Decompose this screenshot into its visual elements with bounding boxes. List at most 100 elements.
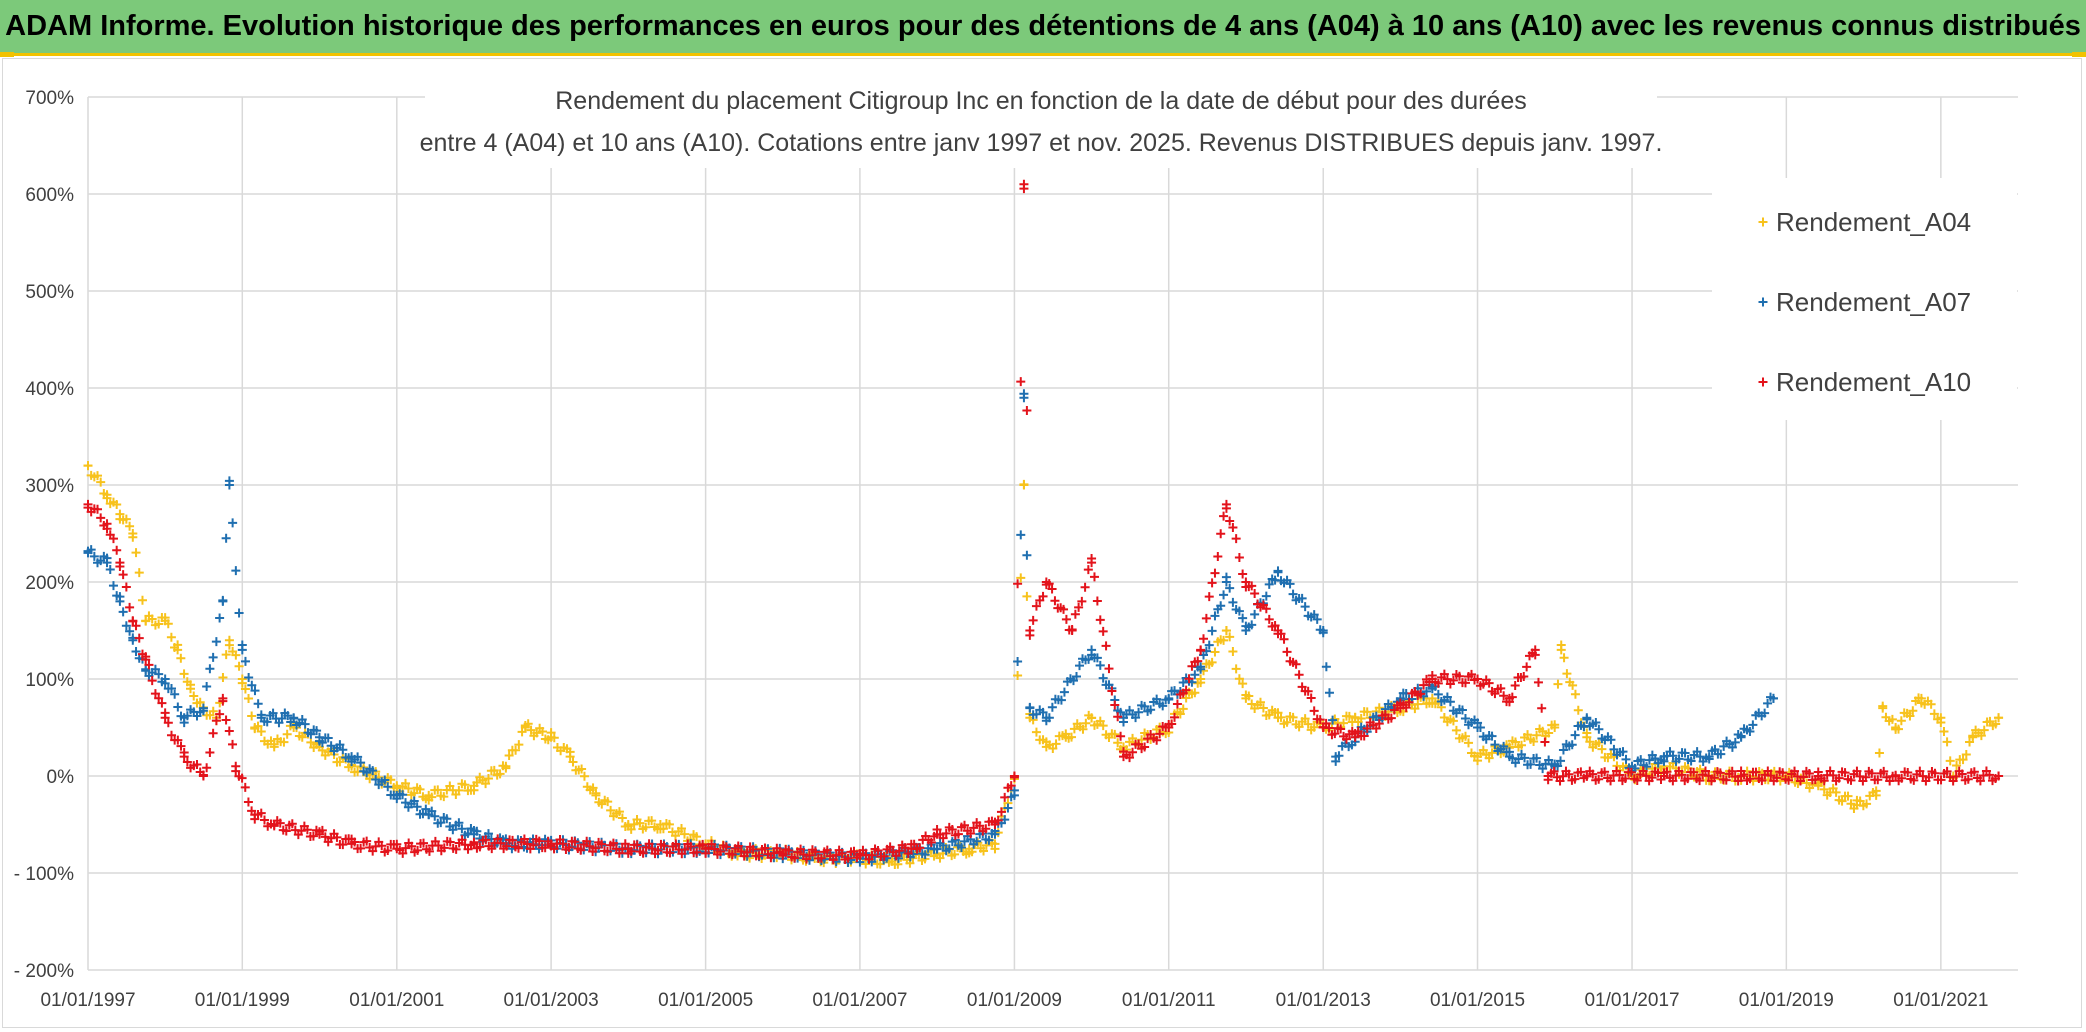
data-point	[1095, 615, 1105, 625]
data-point	[1979, 725, 1989, 735]
data-point	[1306, 693, 1316, 703]
x-tick-label: 01/01/2001	[349, 990, 444, 1011]
data-point-anchor	[1916, 693, 1926, 703]
chart-title: Rendement du placement Citigroup Inc en …	[420, 78, 1662, 168]
data-point	[121, 621, 131, 631]
data-point-anchor	[218, 596, 228, 606]
data-point-anchor	[1427, 684, 1437, 694]
data-point	[1238, 613, 1248, 623]
y-tick-label: 0%	[47, 767, 75, 788]
data-point	[262, 717, 272, 727]
data-point-anchor	[224, 635, 234, 645]
data-point-anchor	[1473, 674, 1483, 684]
data-point	[1075, 661, 1085, 671]
data-point	[576, 845, 586, 855]
data-point	[433, 841, 443, 851]
legend-marker-Rendement_A07	[1758, 297, 1768, 307]
data-point	[837, 848, 847, 858]
data-point	[879, 851, 889, 861]
data-point	[1330, 729, 1340, 739]
data-point	[1683, 774, 1693, 784]
data-point	[504, 750, 514, 760]
data-point	[211, 716, 221, 726]
data-point	[192, 760, 202, 770]
data-point	[1606, 735, 1616, 745]
data-point	[903, 848, 913, 858]
data-point-anchor	[102, 519, 112, 529]
data-point	[1374, 703, 1384, 713]
data-point	[1991, 719, 2001, 729]
data-point	[1745, 774, 1755, 784]
data-point	[1339, 718, 1349, 728]
data-point	[665, 848, 675, 858]
data-point	[1958, 755, 1968, 765]
data-point	[891, 851, 901, 861]
data-point	[1213, 551, 1223, 561]
data-point-anchor	[250, 810, 260, 820]
data-point	[582, 836, 592, 846]
data-point	[157, 698, 167, 708]
data-point	[1210, 647, 1220, 657]
data-point	[1000, 792, 1010, 802]
data-point	[1038, 591, 1048, 601]
data-point-anchor	[546, 839, 556, 849]
data-point	[1016, 377, 1026, 387]
data-point	[247, 711, 257, 721]
data-point	[1261, 591, 1271, 601]
data-point	[1757, 776, 1767, 786]
data-point-anchor	[256, 713, 266, 723]
data-point	[475, 842, 485, 852]
data-point	[858, 845, 868, 855]
data-point	[1529, 736, 1539, 746]
data-point	[959, 820, 969, 830]
data-point	[1984, 770, 1994, 780]
data-point	[1175, 709, 1185, 719]
data-point	[451, 844, 461, 854]
data-point	[617, 813, 627, 823]
data-point	[715, 847, 725, 857]
data-point-anchor	[1473, 723, 1483, 732]
data-point	[1915, 766, 1925, 776]
data-point	[1467, 669, 1476, 679]
data-point	[1300, 602, 1310, 612]
data-point	[218, 672, 228, 682]
data-point	[154, 693, 164, 703]
data-point	[1070, 609, 1080, 619]
data-point	[1152, 694, 1162, 704]
chart-frame	[2, 58, 2082, 1028]
data-point-anchor	[250, 723, 260, 732]
data-point	[1270, 620, 1280, 630]
data-point	[984, 835, 994, 845]
data-point	[1234, 553, 1244, 563]
data-point	[1193, 656, 1203, 666]
data-point	[1077, 596, 1087, 606]
data-point	[137, 595, 147, 605]
data-point-anchor	[160, 674, 170, 684]
data-point	[166, 730, 176, 740]
data-point	[1936, 775, 1946, 785]
data-point	[189, 691, 199, 701]
axis-ticks: - 200% - 100% 0% 100% 200% 300% 400% 500% 600% 70…	[14, 88, 1989, 1011]
data-point	[1309, 722, 1319, 732]
data-point-anchor	[115, 509, 125, 519]
data-point	[306, 737, 316, 747]
data-point	[338, 840, 348, 850]
data-point	[1544, 728, 1554, 738]
data-point	[1324, 688, 1334, 698]
data-point	[1433, 678, 1443, 688]
data-point	[603, 797, 613, 807]
data-point	[1072, 672, 1081, 682]
data-point	[1038, 707, 1048, 717]
data-point	[93, 504, 103, 514]
data-point	[1092, 596, 1102, 606]
data-point-anchor	[1273, 567, 1283, 577]
data-point	[979, 846, 989, 856]
data-point	[1016, 530, 1026, 540]
data-point-anchor	[1427, 674, 1437, 684]
data-point	[849, 846, 859, 856]
data-point	[1710, 744, 1720, 754]
data-point	[1288, 589, 1298, 599]
data-point	[1510, 680, 1520, 690]
data-point	[1228, 522, 1238, 532]
data-point	[1939, 726, 1949, 736]
